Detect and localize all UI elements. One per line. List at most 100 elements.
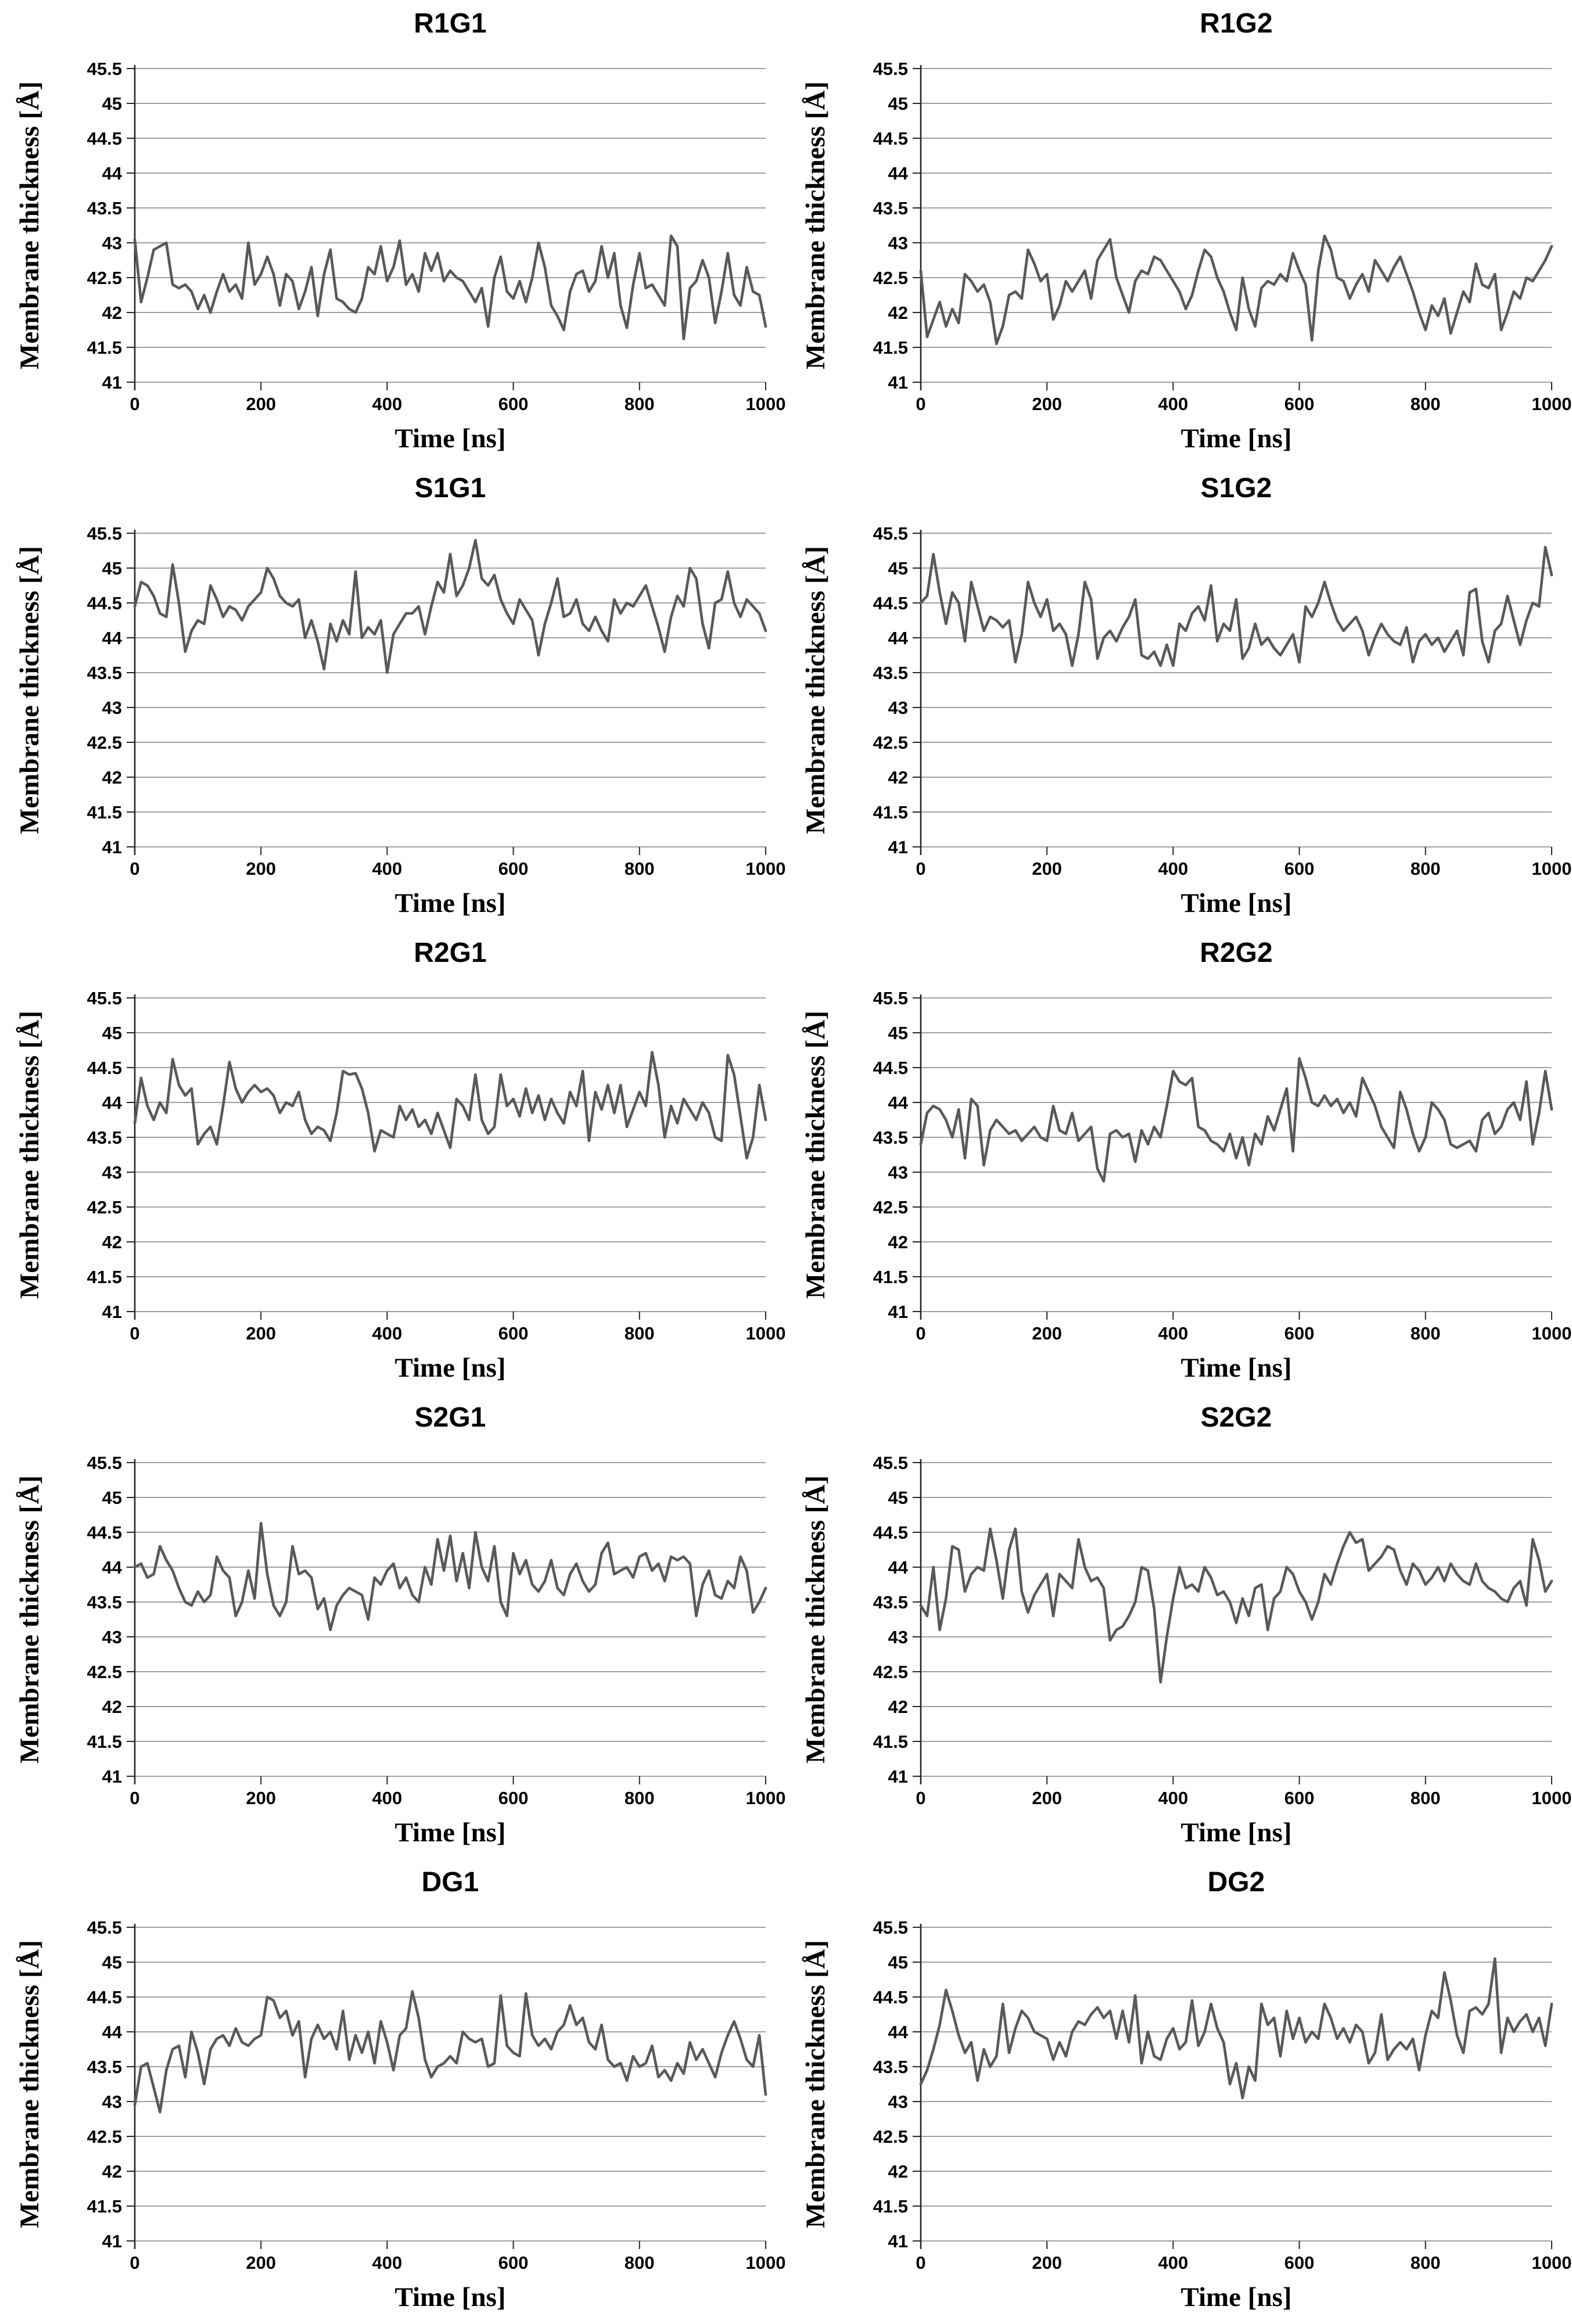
x-tick-labels: 0 200 400 600 800 1000	[130, 1312, 785, 1344]
chart-title: DG2	[1208, 1867, 1265, 1898]
svg-text:600: 600	[498, 2253, 529, 2273]
chart-canvas-s1g2: S1G2 Membrane thickness [Å] Time [ns] 41…	[801, 473, 1572, 918]
svg-text:44.5: 44.5	[873, 593, 908, 613]
plot-area: 41 41.5 42 42.5 43 43.5 44 44.5 45 45.5 0 200 400 600…	[873, 1453, 1572, 1808]
svg-text:41: 41	[102, 372, 122, 393]
svg-text:200: 200	[1032, 394, 1062, 414]
x-axis-label: Time [ns]	[1180, 1353, 1291, 1383]
chart-title: S1G1	[415, 473, 486, 504]
svg-text:42.5: 42.5	[873, 1197, 908, 1217]
svg-text:800: 800	[625, 2253, 655, 2273]
chart-title: R1G1	[414, 8, 486, 39]
svg-text:200: 200	[246, 2253, 276, 2273]
svg-text:41: 41	[888, 837, 908, 857]
svg-text:44: 44	[102, 163, 123, 184]
svg-text:42: 42	[888, 303, 908, 323]
svg-text:45.5: 45.5	[87, 1453, 122, 1473]
svg-text:41: 41	[888, 2231, 908, 2251]
chart-canvas-dg1: DG1 Membrane thickness [Å] Time [ns] 414…	[15, 1867, 786, 2312]
plot-area: 41 41.5 42 42.5 43 43.5 44 44.5 45 45.5 0 200 400 600…	[87, 59, 786, 414]
svg-text:200: 200	[246, 394, 276, 414]
svg-text:800: 800	[1411, 1788, 1441, 1808]
svg-text:200: 200	[246, 859, 276, 879]
y-axis-label: Membrane thickness [Å]	[15, 546, 45, 834]
series-line	[133, 1990, 767, 2114]
svg-text:44.5: 44.5	[873, 1058, 908, 1078]
svg-text:42: 42	[102, 2161, 122, 2182]
x-axis-label: Time [ns]	[1180, 423, 1291, 454]
plot-area: 41 41.5 42 42.5 43 43.5 44 44.5 45 45.5 0 200 400 600…	[87, 1917, 786, 2273]
svg-text:41: 41	[888, 1302, 908, 1322]
y-axis-label: Membrane thickness [Å]	[801, 546, 831, 834]
svg-text:41.5: 41.5	[87, 337, 122, 358]
y-tick-labels: 41 41.5 42 42.5 43 43.5 44 44.5 45 45.5	[873, 59, 909, 393]
y-tick-labels: 41 41.5 42 42.5 43 43.5 44 44.5 45 45.5	[87, 59, 123, 393]
series-line	[133, 234, 767, 340]
svg-text:800: 800	[625, 859, 655, 879]
svg-text:45.5: 45.5	[873, 988, 908, 1008]
x-axis-label: Time [ns]	[394, 2282, 505, 2312]
svg-text:41: 41	[888, 372, 908, 393]
y-gridlines	[127, 533, 766, 847]
y-axis-label: Membrane thickness [Å]	[801, 1475, 831, 1763]
y-tick-labels: 41 41.5 42 42.5 43 43.5 44 44.5 45 45.5	[873, 988, 909, 1322]
svg-text:600: 600	[1284, 1788, 1315, 1808]
svg-text:44: 44	[102, 1557, 123, 1578]
y-tick-labels: 41 41.5 42 42.5 43 43.5 44 44.5 45 45.5	[873, 1453, 909, 1787]
svg-text:43.5: 43.5	[87, 1592, 122, 1612]
svg-text:45.5: 45.5	[873, 1453, 908, 1473]
y-tick-labels: 41 41.5 42 42.5 43 43.5 44 44.5 45 45.5	[873, 1917, 909, 2251]
svg-text:600: 600	[498, 1788, 529, 1808]
series-line	[919, 1527, 1553, 1684]
series-line	[919, 1057, 1553, 1183]
svg-text:43: 43	[102, 233, 122, 253]
chart-canvas-r1g1: R1G1 Membrane thickness [Å] Time [ns] 41…	[15, 8, 786, 454]
svg-text:43: 43	[102, 1162, 122, 1183]
svg-text:42: 42	[888, 2161, 908, 2182]
y-gridlines	[913, 1462, 1552, 1777]
svg-text:0: 0	[130, 1788, 139, 1808]
svg-text:44.5: 44.5	[87, 1522, 122, 1543]
y-tick-labels: 41 41.5 42 42.5 43 43.5 44 44.5 45 45.5	[873, 523, 909, 857]
x-axis-label: Time [ns]	[394, 1817, 505, 1848]
svg-text:42: 42	[102, 303, 122, 323]
chart-title: R2G1	[414, 937, 486, 968]
svg-text:44: 44	[102, 1093, 123, 1113]
svg-text:600: 600	[1284, 1323, 1315, 1344]
x-tick-labels: 0 200 400 600 800 1000	[130, 382, 785, 414]
svg-text:43: 43	[102, 2092, 122, 2112]
svg-text:200: 200	[1032, 1323, 1062, 1344]
svg-text:800: 800	[1411, 2253, 1441, 2273]
y-gridlines	[127, 1927, 766, 2242]
y-tick-labels: 41 41.5 42 42.5 43 43.5 44 44.5 45 45.5	[87, 988, 123, 1322]
svg-text:42: 42	[888, 767, 908, 788]
svg-text:44.5: 44.5	[87, 128, 122, 149]
svg-text:1000: 1000	[1532, 859, 1572, 879]
svg-text:44.5: 44.5	[87, 593, 122, 613]
svg-text:42: 42	[888, 1232, 908, 1252]
y-tick-labels: 41 41.5 42 42.5 43 43.5 44 44.5 45 45.5	[87, 1917, 123, 2251]
svg-text:800: 800	[1411, 1323, 1441, 1344]
svg-text:1000: 1000	[1532, 2253, 1572, 2273]
x-tick-labels: 0 200 400 600 800 1000	[916, 1312, 1571, 1344]
y-gridlines	[913, 997, 1552, 1312]
svg-text:44: 44	[888, 1093, 909, 1113]
svg-text:43: 43	[888, 1162, 908, 1183]
x-axis-label: Time [ns]	[1180, 2282, 1291, 2312]
chart-cell-r2g1: R2G1 Membrane thickness [Å] Time [ns] 41…	[0, 929, 786, 1394]
x-axis-label: Time [ns]	[394, 888, 505, 918]
svg-text:43.5: 43.5	[873, 1592, 908, 1612]
svg-text:44.5: 44.5	[873, 1522, 908, 1543]
svg-text:400: 400	[1158, 1788, 1189, 1808]
svg-text:42.5: 42.5	[87, 268, 122, 288]
svg-text:200: 200	[246, 1323, 276, 1344]
x-tick-labels: 0 200 400 600 800 1000	[916, 382, 1571, 414]
svg-text:400: 400	[1158, 394, 1189, 414]
y-axis-label: Membrane thickness [Å]	[15, 1940, 45, 2228]
svg-text:43: 43	[102, 698, 122, 718]
svg-text:43.5: 43.5	[873, 1127, 908, 1148]
svg-text:45: 45	[888, 94, 908, 114]
svg-text:0: 0	[130, 2253, 139, 2273]
chart-canvas-s1g1: S1G1 Membrane thickness [Å] Time [ns] 41…	[15, 473, 785, 918]
svg-text:400: 400	[372, 1323, 403, 1344]
